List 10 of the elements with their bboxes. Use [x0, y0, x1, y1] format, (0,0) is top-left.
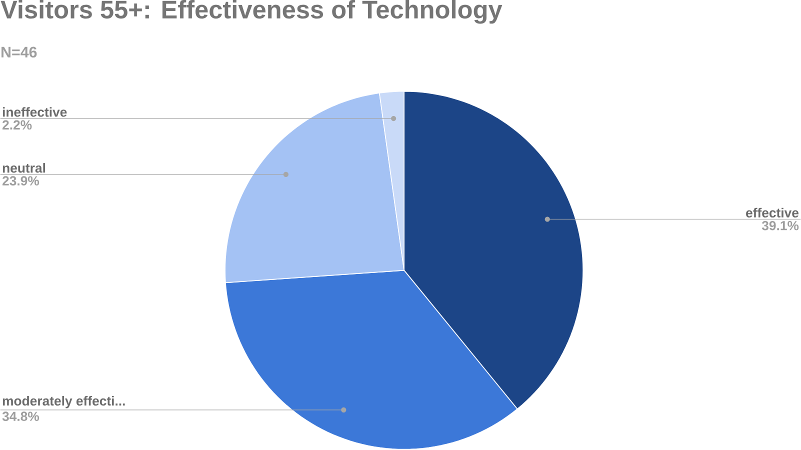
slice-label: moderately effecti... [2, 396, 125, 408]
data-label: 23.9% [2, 176, 40, 186]
data-label: 34.8% [2, 412, 40, 422]
slice-label: neutral [2, 163, 46, 173]
data-label: 39.1% [762, 221, 799, 230]
slice-label: ineffective [2, 107, 67, 117]
chart-title: Visitors 55+: Effectiveness of Technology [0, 0, 502, 24]
chart-subtitle: N=46 [2, 46, 37, 58]
data-label: 2.2% [2, 120, 32, 130]
slice-label: effective [746, 208, 799, 218]
